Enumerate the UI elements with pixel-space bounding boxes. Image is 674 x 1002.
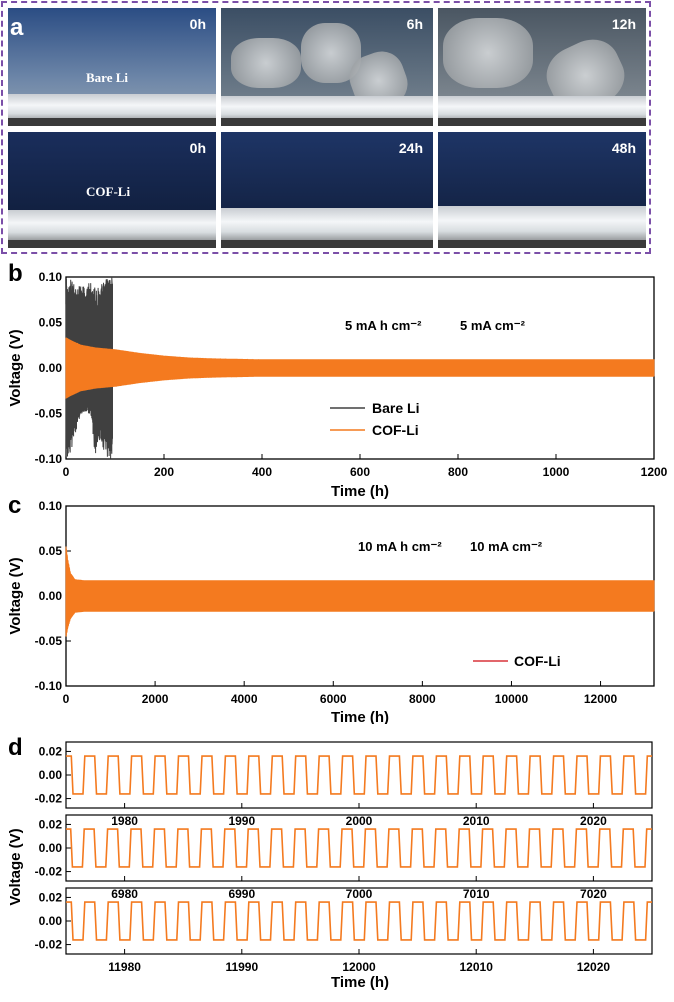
time-label: 12h	[611, 16, 636, 32]
x-tick-label: 1000	[543, 465, 570, 479]
panel-label-d: d	[8, 734, 23, 761]
x-tick-label: 600	[350, 465, 370, 479]
y-tick-label: 0.05	[39, 316, 63, 330]
y-axis-label: Voltage (V)	[7, 329, 24, 406]
y-axis-label: Voltage (V)	[7, 828, 24, 905]
x-tick-label: 1200	[641, 465, 668, 479]
x-tick-label: 6990	[228, 887, 255, 901]
panel-a-frame	[1, 1, 651, 254]
chart-d: 1980 1990 2000 2010 2020 -0.02 0.00 0.02 6980 699…	[7, 741, 653, 991]
cycle-window: 1980 1990 2000 2010 2020 -0.02 0.00 0.02	[35, 741, 653, 828]
x-tick-label: 200	[154, 465, 174, 479]
annotation-capacity: 5 mA h cm⁻²	[345, 318, 422, 333]
legend-bare-label: Bare Li	[372, 400, 419, 416]
y-tick-label: -0.10	[35, 679, 63, 693]
x-tick-label: 7020	[580, 887, 607, 901]
y-tick-label: -0.05	[35, 407, 63, 421]
x-tick-label: 7010	[463, 887, 490, 901]
x-tick-label: 2010	[463, 814, 490, 828]
time-label: 0h	[189, 16, 206, 32]
y-tick-label: -0.02	[35, 938, 63, 952]
y-axis-label: Voltage (V)	[7, 557, 24, 634]
x-tick-label: 12020	[577, 960, 611, 974]
photo-bare-12h: 12h	[438, 8, 646, 126]
sample-label-cof: COF-Li	[86, 184, 131, 199]
x-tick-label: 6000	[320, 692, 347, 706]
x-tick-label: 800	[448, 465, 468, 479]
y-tick-label: 0.05	[39, 544, 63, 558]
y-tick-label: 0.00	[39, 361, 63, 375]
annotation-current: 5 mA cm⁻²	[460, 318, 526, 333]
x-axis-label: Time (h)	[331, 483, 389, 500]
y-tick-label: -0.02	[35, 865, 63, 879]
x-axis-label: Time (h)	[331, 709, 389, 724]
annotation-capacity: 10 mA h cm⁻²	[358, 539, 442, 554]
y-tick-label: 0.02	[39, 890, 63, 904]
time-label: 6h	[406, 16, 423, 32]
time-label: 0h	[189, 140, 206, 156]
x-tick-label: 6980	[111, 887, 138, 901]
y-tick-label: 0.00	[39, 914, 63, 928]
chart-c: 0 2000 4000 6000 8000 10000 12000 -0.10 -0.05 0.0…	[7, 499, 655, 724]
time-label: 48h	[611, 140, 636, 156]
x-tick-label: 4000	[231, 692, 258, 706]
sample-label-bare: Bare Li	[86, 70, 129, 85]
x-tick-label: 400	[252, 465, 272, 479]
series-cof-li	[65, 546, 655, 637]
x-tick-label: 0	[63, 465, 70, 479]
series-cof-li-cycles	[66, 901, 652, 941]
x-tick-label: 8000	[409, 692, 436, 706]
y-tick-label: 0.00	[39, 841, 63, 855]
y-tick-label: 0.00	[39, 768, 63, 782]
x-tick-label: 12000	[342, 960, 376, 974]
x-tick-label: 2020	[580, 814, 607, 828]
y-tick-label: 0.00	[39, 589, 63, 603]
photo-bare-6h: 6h	[221, 8, 433, 126]
y-tick-label: 0.10	[39, 270, 63, 284]
x-tick-label: 7000	[346, 887, 373, 901]
x-tick-label: 1990	[228, 814, 255, 828]
x-tick-label: 0	[63, 692, 70, 706]
panel-label-a: a	[10, 14, 24, 41]
x-tick-label: 1980	[111, 814, 138, 828]
panel-label-c: c	[8, 492, 22, 519]
legend-cof-label: COF-Li	[514, 653, 561, 669]
panel-label-b: b	[8, 260, 23, 287]
series-cof-li	[65, 337, 655, 399]
x-tick-label: 11980	[108, 960, 141, 974]
cycle-window: 11980 11990 12000 12010 12020 -0.02 0.00 0.02	[35, 887, 653, 974]
x-tick-label: 12010	[460, 960, 494, 974]
photo-cof-0h: 0h COF-Li	[8, 132, 216, 248]
y-tick-label: 0.02	[39, 817, 63, 831]
x-tick-label: 11990	[225, 960, 258, 974]
series-cof-li-cycles	[66, 755, 652, 795]
time-label: 24h	[398, 140, 423, 156]
series-cof-li-cycles	[66, 828, 652, 868]
photo-cof-48h: 48h	[438, 132, 646, 248]
annotation-current: 10 mA cm⁻²	[470, 539, 543, 554]
photo-bare-0h: 0h Bare Li	[8, 8, 216, 126]
y-tick-label: 0.02	[39, 744, 63, 758]
photo-cof-24h: 24h	[221, 132, 433, 248]
x-tick-label: 2000	[142, 692, 169, 706]
cycle-window: 6980 6990 7000 7010 7020 -0.02 0.00 0.02	[35, 814, 653, 901]
x-axis-label: Time (h)	[331, 974, 389, 991]
chart-b: 0 200 400 600 800 1000 1200 -0.10 -0.05 0.00 0.05 0…	[7, 270, 668, 500]
y-tick-label: -0.05	[35, 634, 63, 648]
legend-cof-label: COF-Li	[372, 422, 419, 438]
x-tick-label: 12000	[584, 692, 618, 706]
y-tick-label: 0.10	[39, 499, 63, 513]
x-tick-label: 2000	[346, 814, 373, 828]
y-tick-label: -0.10	[35, 452, 63, 466]
y-tick-label: -0.02	[35, 792, 63, 806]
x-tick-label: 10000	[495, 692, 529, 706]
